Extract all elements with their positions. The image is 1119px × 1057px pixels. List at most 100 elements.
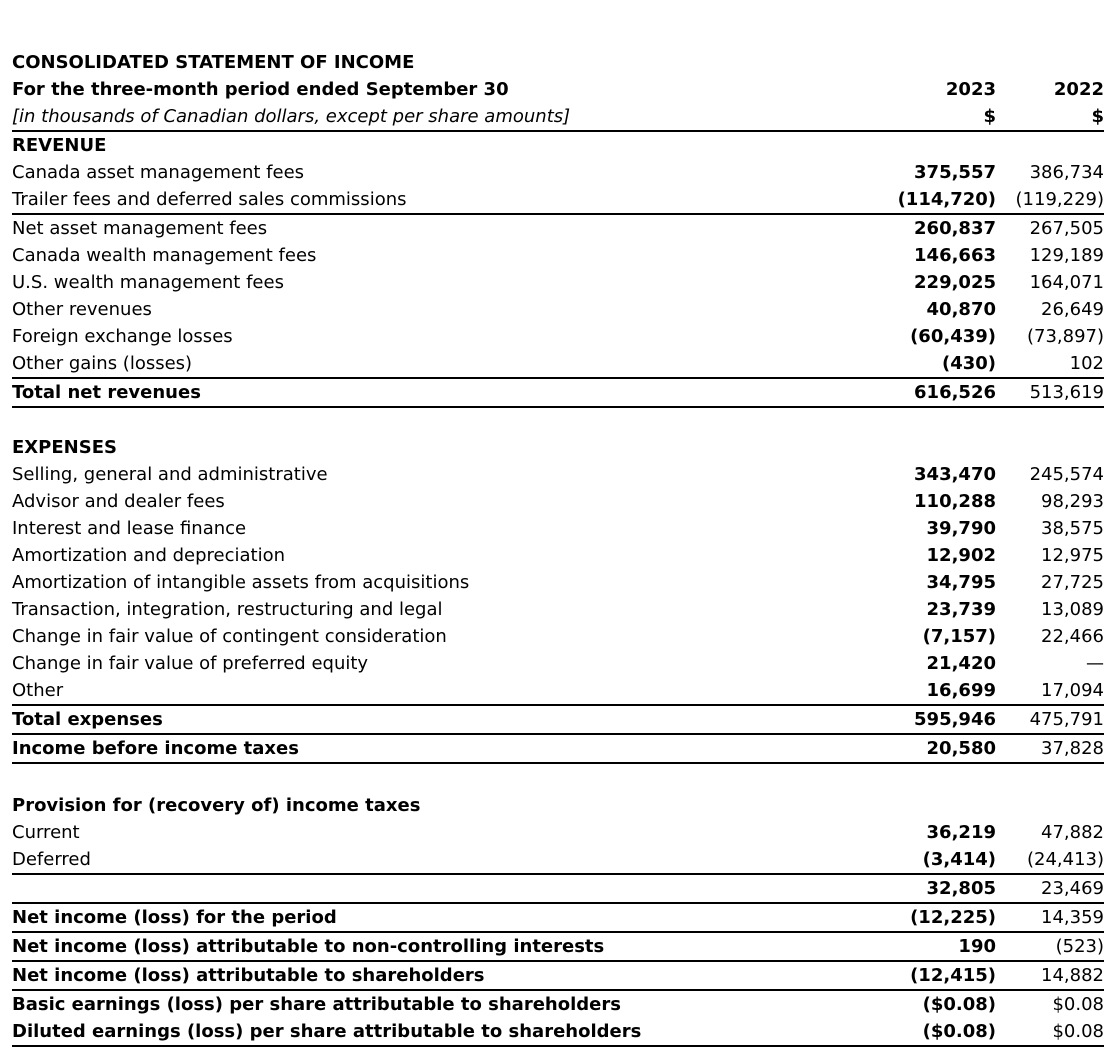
taxes-total-row: 32,805 23,469 [12, 875, 1104, 904]
value-2023: 190 [958, 936, 996, 957]
value-2022: 37,828 [1041, 738, 1104, 759]
row-label: Deferred [12, 849, 91, 870]
value-2022: 513,619 [1029, 382, 1104, 403]
row-label: Diluted earnings (loss) per share attrib… [12, 1021, 642, 1042]
value-2023: 146,663 [914, 245, 996, 266]
row-label: Net income (loss) for the period [12, 907, 337, 928]
value-2023: 23,739 [926, 599, 996, 620]
total-net-revenues-row: Total net revenues 616,526 513,619 [12, 379, 1104, 408]
value-2022: 245,574 [1029, 464, 1104, 485]
expense-line-item: Interest and lease finance 39,790 38,575 [12, 515, 1104, 542]
year-2022-header: 2022 [1053, 79, 1104, 100]
value-2023: (12,225) [910, 907, 996, 928]
result-line-item: Diluted earnings (loss) per share attrib… [12, 1018, 1104, 1047]
value-2022: 17,094 [1041, 680, 1104, 701]
row-label: Current [12, 822, 80, 843]
value-2023: 39,790 [926, 518, 996, 539]
row-label: Other revenues [12, 299, 152, 320]
income-before-taxes-row: Income before income taxes 20,580 37,828 [12, 735, 1104, 764]
revenue-heading: REVENUE [12, 132, 1104, 159]
expense-line-item: Change in fair value of preferred equity… [12, 650, 1104, 677]
value-2023: 32,805 [926, 878, 996, 899]
row-label: Net income (loss) attributable to non-co… [12, 936, 605, 957]
row-label: Interest and lease finance [12, 518, 247, 539]
value-2023: 21,420 [926, 653, 996, 674]
row-label: Change in fair value of preferred equity [12, 653, 369, 674]
value-2022: 14,359 [1041, 907, 1104, 928]
value-2023: 260,837 [914, 218, 996, 239]
statement-title: CONSOLIDATED STATEMENT OF INCOME [12, 52, 415, 73]
row-label: U.S. wealth management fees [12, 272, 284, 293]
value-2022: 129,189 [1029, 245, 1104, 266]
expense-line-item: Change in fair value of contingent consi… [12, 623, 1104, 650]
value-2022: 27,725 [1041, 572, 1104, 593]
expense-line-item: Advisor and dealer fees 110,288 98,293 [12, 488, 1104, 515]
row-label: Amortization and depreciation [12, 545, 285, 566]
taxes-heading: Provision for (recovery of) income taxes [12, 792, 1104, 819]
expenses-heading: EXPENSES [12, 434, 1104, 461]
value-2022: 386,734 [1029, 162, 1104, 183]
currency-2022: $ [1091, 106, 1104, 127]
value-2022: 267,505 [1029, 218, 1104, 239]
revenue-line-item: Trailer fees and deferred sales commissi… [12, 186, 1104, 215]
revenue-line-item: Other gains (losses) (430) 102 [12, 350, 1104, 379]
units-row: [in thousands of Canadian dollars, excep… [12, 103, 1104, 132]
period-label: For the three-month period ended Septemb… [12, 79, 509, 100]
value-2023: (12,415) [910, 965, 996, 986]
value-2022: 22,466 [1041, 626, 1104, 647]
value-2022: — [1086, 653, 1104, 674]
income-statement: CONSOLIDATED STATEMENT OF INCOME For the… [12, 49, 1104, 1047]
value-2022: 13,089 [1041, 599, 1104, 620]
value-2023: 229,025 [914, 272, 996, 293]
section-heading: Provision for (recovery of) income taxes [12, 795, 421, 816]
result-line-item: Net income (loss) attributable to non-co… [12, 933, 1104, 962]
revenue-line-item: U.S. wealth management fees 229,025 164,07… [12, 269, 1104, 296]
value-2023: 16,699 [926, 680, 996, 701]
row-label: Total expenses [12, 709, 163, 730]
section-heading: EXPENSES [12, 437, 117, 458]
value-2023: 110,288 [914, 491, 996, 512]
expense-line-item: Transaction, integration, restructuring … [12, 596, 1104, 623]
tax-line-item: Current 36,219 47,882 [12, 819, 1104, 846]
row-label: Total net revenues [12, 382, 201, 403]
row-label: Advisor and dealer fees [12, 491, 225, 512]
value-2022: 23,469 [1041, 878, 1104, 899]
value-2022: 26,649 [1041, 299, 1104, 320]
total-expenses-row: Total expenses 595,946 475,791 [12, 706, 1104, 735]
result-line-item: Net income (loss) for the period (12,225)… [12, 904, 1104, 933]
result-line-item: Basic earnings (loss) per share attribut… [12, 991, 1104, 1018]
revenue-line-item: Canada wealth management fees 146,663 129,… [12, 242, 1104, 269]
value-2023: (60,439) [910, 326, 996, 347]
value-2023: 595,946 [914, 709, 996, 730]
value-2022: 98,293 [1041, 491, 1104, 512]
value-2023: 375,557 [914, 162, 996, 183]
row-label: Basic earnings (loss) per share attribut… [12, 994, 621, 1015]
row-label: Trailer fees and deferred sales commissi… [12, 189, 407, 210]
row-label: Income before income taxes [12, 738, 299, 759]
row-label: Transaction, integration, restructuring … [12, 599, 443, 620]
value-2023: 40,870 [926, 299, 996, 320]
value-2022: 12,975 [1041, 545, 1104, 566]
value-2022: 475,791 [1029, 709, 1104, 730]
revenue-line-item: Foreign exchange losses (60,439) (73,897) [12, 323, 1104, 350]
revenue-line-item: Other revenues 40,870 26,649 [12, 296, 1104, 323]
value-2022: (73,897) [1026, 326, 1104, 347]
value-2022: (119,229) [1015, 189, 1104, 210]
row-label: Canada asset management fees [12, 162, 305, 183]
value-2023: 20,580 [926, 738, 996, 759]
units-note: [in thousands of Canadian dollars, excep… [12, 106, 571, 127]
value-2022: 38,575 [1041, 518, 1104, 539]
value-2023: (114,720) [897, 189, 996, 210]
expense-line-item: Selling, general and administrative 343,4… [12, 461, 1104, 488]
row-label: Selling, general and administrative [12, 464, 328, 485]
row-label: Foreign exchange losses [12, 326, 233, 347]
value-2023: (7,157) [922, 626, 996, 647]
value-2023: (430) [941, 353, 996, 374]
row-label: Change in fair value of contingent consi… [12, 626, 447, 647]
row-label: Net asset management fees [12, 218, 268, 239]
year-2023-header: 2023 [945, 79, 996, 100]
tax-line-item: Deferred (3,414) (24,413) [12, 846, 1104, 875]
value-2023: 12,902 [926, 545, 996, 566]
revenue-line-item: Canada asset management fees 375,557 386,7… [12, 159, 1104, 186]
result-line-item: Net income (loss) attributable to shareh… [12, 962, 1104, 991]
